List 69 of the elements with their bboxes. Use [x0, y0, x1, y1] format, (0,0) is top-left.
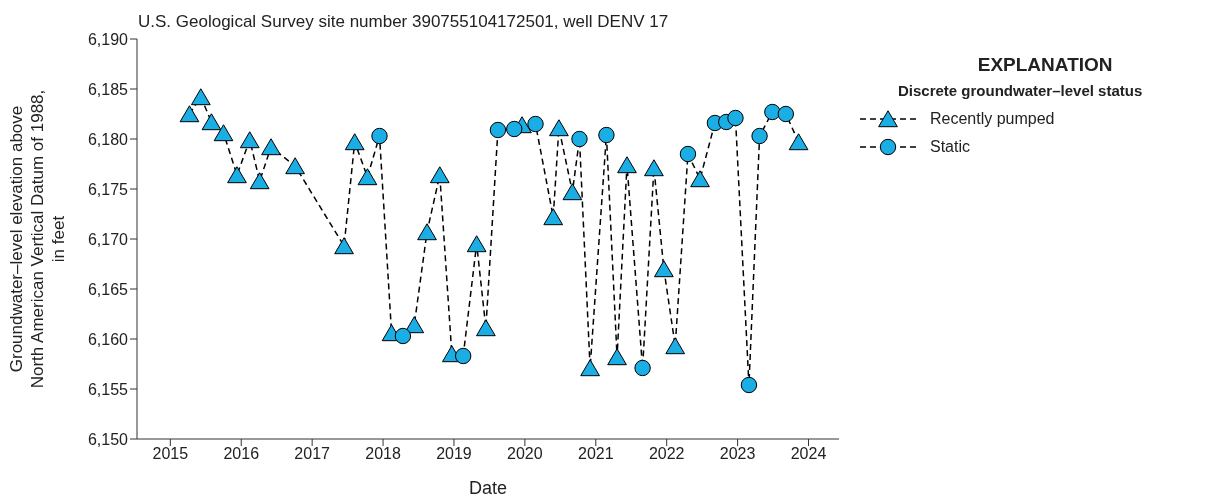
x-tick-label: 2023 — [719, 445, 756, 463]
point — [727, 109, 744, 127]
x-tick-label: 2019 — [436, 445, 472, 463]
point — [764, 103, 781, 121]
point — [571, 130, 588, 148]
x-tick-label: 2022 — [648, 445, 685, 463]
point — [489, 121, 507, 139]
point — [404, 316, 425, 334]
y-tick-label: 6,180 — [87, 130, 129, 148]
point — [261, 138, 281, 156]
point — [285, 157, 305, 175]
y-tick-label: 6,185 — [87, 80, 129, 98]
point — [506, 120, 523, 138]
y-axis-title: Groundwater–level elevation above North American Vertical Datum of 1988, in feet — [7, 89, 68, 389]
point — [777, 105, 795, 123]
x-tick-label: 2024 — [790, 445, 827, 463]
point — [562, 183, 583, 201]
y-tick-label: 6,160 — [87, 330, 129, 348]
point — [788, 133, 809, 151]
point — [617, 156, 637, 174]
point — [249, 172, 270, 190]
point — [751, 127, 768, 145]
x-tick-label: 2020 — [507, 445, 543, 463]
y-tick-label: 6,170 — [87, 230, 129, 248]
x-axis-title: Date — [468, 478, 508, 496]
point — [549, 119, 569, 137]
point — [201, 113, 222, 131]
point — [334, 237, 354, 255]
point — [654, 260, 674, 278]
text: EXPLANATION — [976, 54, 1114, 76]
x-tick-label: 2015 — [152, 445, 189, 463]
point — [607, 348, 627, 366]
x-tick-label: 2016 — [223, 445, 260, 463]
point — [357, 168, 378, 186]
legend-title: Discrete groundwater–level status — [898, 82, 1143, 99]
point — [679, 145, 697, 163]
point — [344, 133, 365, 151]
point — [598, 126, 615, 144]
point — [476, 319, 496, 337]
point — [239, 131, 260, 149]
x-tick-label: 2021 — [577, 445, 614, 463]
point — [466, 235, 487, 253]
point — [454, 347, 472, 365]
y-tick-label: 6,175 — [87, 180, 129, 198]
point — [665, 337, 686, 355]
point — [394, 327, 412, 345]
y-tick-label: 6,165 — [87, 280, 129, 298]
y-tick-label: 6,155 — [87, 380, 129, 398]
point — [417, 223, 437, 241]
point — [543, 208, 564, 226]
point — [227, 166, 247, 184]
point — [740, 376, 758, 394]
x-tick-label: 2017 — [294, 445, 331, 463]
chart-title: U.S. Geological Survey site number 390755104172501, well DENV 17 — [138, 12, 669, 32]
point — [190, 88, 211, 106]
x-tick-label: 2018 — [365, 445, 401, 463]
point — [634, 359, 651, 377]
point — [213, 124, 234, 142]
point — [527, 115, 544, 133]
y-tick-label: 6,190 — [87, 30, 129, 48]
point — [429, 166, 450, 184]
legend-label: Recently pumped — [930, 110, 1055, 128]
legend-label: Static — [930, 138, 971, 156]
point — [690, 170, 710, 188]
point — [644, 159, 664, 177]
point — [580, 359, 600, 377]
y-tick-label: 6,150 — [87, 430, 129, 448]
point — [179, 105, 200, 123]
point — [371, 127, 388, 145]
